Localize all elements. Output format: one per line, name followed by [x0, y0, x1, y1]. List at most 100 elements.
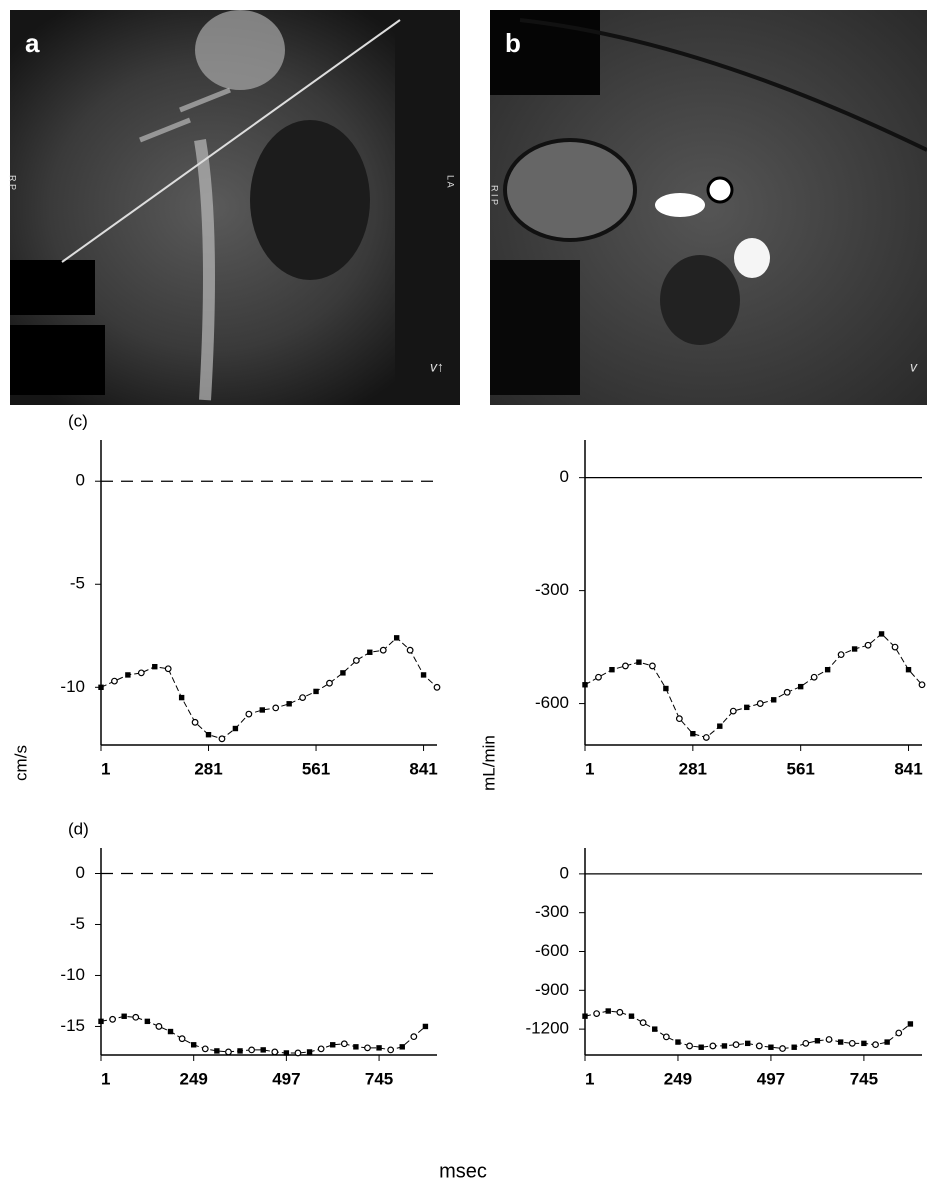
data-point — [605, 1008, 611, 1014]
data-point — [313, 688, 319, 695]
y-tick-label: -10 — [60, 965, 85, 984]
data-point — [340, 1040, 348, 1048]
data-point — [768, 1044, 774, 1050]
mri-panel-a — [10, 10, 460, 405]
data-point — [399, 1044, 405, 1050]
data-point — [872, 1041, 879, 1049]
data-point — [191, 718, 199, 726]
data-point — [628, 1013, 635, 1019]
x-axis-title: msec — [439, 1160, 487, 1182]
data-point — [259, 707, 265, 713]
data-point — [814, 1038, 821, 1044]
data-point — [837, 651, 845, 659]
data-point — [330, 1042, 336, 1048]
data-point — [190, 1042, 197, 1048]
data-point — [98, 684, 104, 690]
data-point — [837, 1039, 844, 1045]
data-point — [802, 1039, 810, 1047]
data-point — [905, 666, 912, 673]
data-point — [214, 1048, 220, 1054]
data-point — [891, 643, 899, 651]
y-axis-title: mL/min — [479, 735, 498, 791]
data-line — [100, 637, 438, 740]
data-point — [861, 1040, 867, 1047]
data-point — [299, 694, 307, 702]
y-tick-label: -10 — [60, 677, 85, 696]
data-point — [702, 734, 710, 741]
data-point — [237, 1048, 243, 1054]
data-point — [810, 673, 818, 681]
data-point — [406, 646, 414, 654]
y-tick-label: -600 — [535, 693, 569, 712]
x-tick-label: 745 — [850, 1069, 878, 1088]
data-point — [709, 1042, 717, 1050]
x-tick-label: 561 — [302, 759, 330, 778]
data-point — [225, 1048, 232, 1056]
x-tick-label: 561 — [786, 759, 814, 778]
data-point — [152, 663, 158, 670]
orientation-mark: R I P — [490, 185, 500, 205]
data-point — [393, 635, 400, 641]
data-point — [164, 665, 172, 673]
data-point — [652, 1026, 658, 1032]
data-point — [884, 1039, 890, 1045]
data-point — [675, 715, 683, 723]
data-point — [340, 670, 346, 676]
data-point — [649, 662, 656, 670]
y-tick-label: 0 — [560, 863, 569, 882]
data-point — [636, 659, 642, 665]
x-tick-label: 249 — [180, 1069, 208, 1088]
orientation-mark: v — [910, 359, 918, 375]
data-point — [622, 662, 629, 670]
data-point — [272, 704, 280, 712]
data-point — [367, 649, 373, 655]
data-point — [686, 1042, 693, 1050]
data-point — [178, 694, 185, 701]
x-tick-label: 497 — [757, 1069, 785, 1088]
data-point — [109, 1015, 116, 1023]
orientation-mark: L A — [446, 175, 456, 188]
x-tick-label: 841 — [409, 759, 437, 778]
data-point — [205, 731, 212, 738]
data-point — [824, 666, 831, 673]
data-point — [306, 1049, 313, 1055]
data-point — [376, 1045, 382, 1051]
orientation-mark: v↑ — [430, 359, 444, 375]
orientation-mark: R P — [8, 175, 18, 190]
data-point — [616, 1008, 624, 1016]
data-point — [245, 710, 253, 718]
data-point — [639, 1019, 647, 1027]
data-point — [167, 1028, 174, 1035]
y-tick-label: -300 — [535, 580, 569, 599]
data-point — [783, 688, 791, 696]
data-point — [422, 1023, 429, 1030]
y-tick-label: 0 — [76, 471, 85, 490]
data-point — [379, 646, 387, 654]
data-point — [286, 701, 292, 707]
data-point — [178, 1035, 186, 1043]
mri-panel-b — [490, 10, 927, 405]
data-point — [744, 704, 750, 711]
data-line — [100, 1015, 426, 1054]
x-tick-label: 1 — [101, 759, 110, 778]
y-tick-label: -900 — [535, 980, 569, 999]
x-tick-label: 281 — [679, 759, 707, 778]
data-point — [918, 681, 926, 689]
x-tick-label: 841 — [894, 759, 922, 778]
data-point — [353, 1044, 359, 1050]
data-point — [155, 1023, 163, 1030]
data-point — [717, 723, 723, 729]
data-point — [387, 1046, 395, 1054]
data-point — [201, 1045, 209, 1053]
data-point — [283, 1050, 290, 1056]
data-point — [791, 1044, 797, 1050]
data-point — [132, 1013, 140, 1021]
data-point — [121, 1013, 127, 1019]
data-point — [294, 1049, 302, 1057]
data-point — [732, 1041, 740, 1049]
data-point — [595, 673, 602, 681]
y-tick-label: 0 — [76, 863, 85, 882]
data-point — [675, 1039, 681, 1045]
data-point — [721, 1043, 728, 1049]
